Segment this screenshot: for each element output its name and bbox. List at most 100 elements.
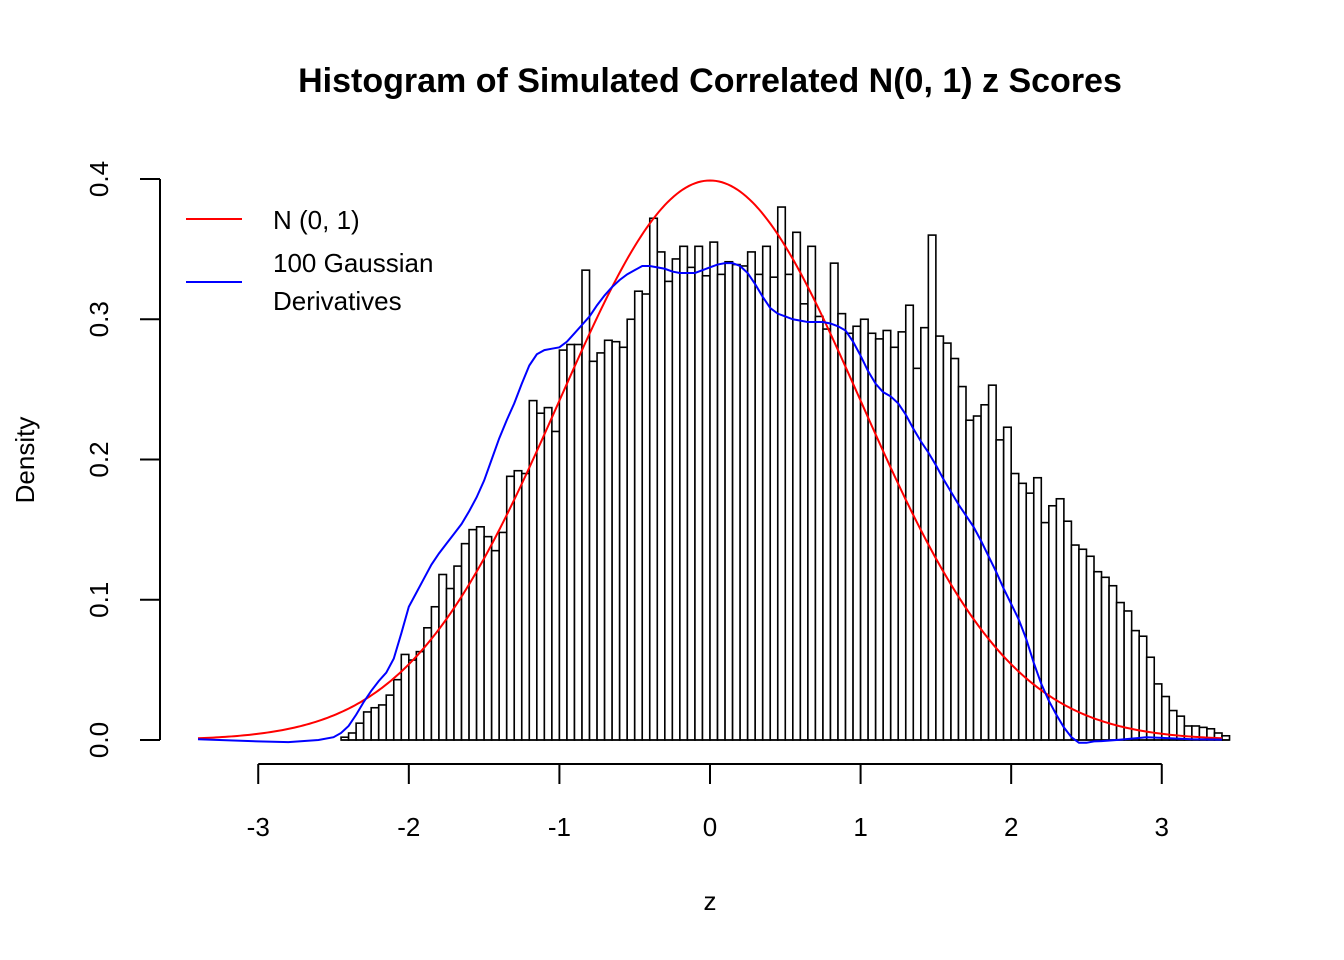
- histogram-bar: [746, 251, 756, 741]
- density-curves: [197, 179, 1223, 744]
- histogram-bar: [558, 349, 568, 741]
- y-tick-label: 0.0: [84, 722, 114, 758]
- histogram-bar: [370, 706, 380, 741]
- histogram-bar: [520, 472, 531, 741]
- histogram-bar: [784, 273, 794, 741]
- x-tick-label: -2: [397, 812, 420, 842]
- histogram-bar: [596, 352, 606, 741]
- legend-label: N (0, 1): [273, 205, 360, 235]
- histogram-bar: [754, 273, 764, 741]
- histogram-bar: [1002, 426, 1012, 741]
- histogram-bar: [950, 357, 960, 741]
- histogram-bar: [656, 251, 666, 741]
- y-tick-label: 0.1: [84, 582, 114, 618]
- histogram-bar: [889, 346, 900, 741]
- histogram-bar: [957, 385, 967, 741]
- histogram-bar: [1183, 725, 1193, 741]
- normal-density-curve: [197, 179, 1223, 740]
- histogram-bar: [874, 338, 884, 741]
- histogram-bar: [671, 258, 681, 741]
- histogram-bar: [633, 290, 644, 741]
- histogram-bar: [995, 439, 1005, 741]
- legend-label: 100 Gaussian: [273, 248, 433, 278]
- y-tick-label: 0.3: [84, 301, 114, 337]
- histogram-bar: [618, 346, 628, 741]
- x-tick-label: -1: [548, 812, 571, 842]
- histogram-bar: [935, 335, 945, 741]
- histogram-bar: [1078, 548, 1088, 741]
- histogram-bar: [927, 234, 937, 741]
- y-tick-label: 0.2: [84, 441, 114, 477]
- legend-label: Derivatives: [273, 286, 402, 316]
- histogram-bar: [664, 280, 674, 741]
- histogram-bar: [792, 231, 802, 741]
- histogram-bar: [377, 704, 388, 741]
- histogram-bar: [347, 732, 357, 741]
- histogram-bar: [490, 549, 500, 741]
- histogram-bar: [912, 367, 922, 741]
- histogram-bar: [551, 430, 561, 741]
- histogram-bar: [1153, 683, 1163, 741]
- histogram-bar: [460, 542, 470, 741]
- histogram-bar: [1025, 492, 1035, 741]
- histogram-bar: [513, 469, 523, 741]
- x-axis: -3 -2 -1 0 1 2 3: [247, 763, 1169, 842]
- histogram-bar: [709, 241, 719, 741]
- histogram-bar: [1115, 601, 1125, 741]
- histogram-bar: [415, 650, 425, 741]
- histogram-bar: [769, 276, 779, 741]
- histogram-bar: [844, 332, 854, 741]
- y-tick-label: 0.4: [84, 161, 114, 197]
- histogram-bar: [686, 266, 696, 741]
- histogram-bar: [1130, 629, 1140, 741]
- histogram-bar: [1040, 521, 1050, 741]
- histogram-bar: [716, 273, 726, 741]
- histogram-bar: [543, 406, 553, 741]
- x-tick-label: 1: [853, 812, 867, 842]
- histogram-bar: [536, 412, 546, 741]
- histogram-bar: [505, 475, 516, 741]
- histogram-bar: [1100, 576, 1110, 741]
- histogram-bar: [355, 722, 365, 741]
- x-tick-label: 3: [1155, 812, 1169, 842]
- histogram-bar: [867, 332, 877, 741]
- histogram-bar: [694, 245, 704, 741]
- histogram-bar: [483, 535, 493, 741]
- histogram-bar: [731, 263, 741, 741]
- legend: N (0, 1) 100 Gaussian Derivatives: [186, 205, 433, 316]
- histogram-bar: [1123, 610, 1133, 741]
- histogram-bar: [942, 342, 952, 741]
- histogram-bar: [430, 605, 440, 741]
- histogram-bar: [1085, 555, 1095, 741]
- histogram-bar: [392, 678, 403, 741]
- gaussian-derivatives-curve: [197, 262, 1223, 744]
- histogram-bar: [739, 265, 749, 741]
- histogram-bar: [1138, 635, 1148, 741]
- histogram-bar: [1108, 584, 1118, 741]
- chart-title: Histogram of Simulated Correlated N(0, 1…: [298, 62, 1122, 100]
- histogram-bar: [566, 343, 576, 741]
- histogram-bar: [641, 293, 651, 741]
- histogram-bar: [799, 303, 809, 741]
- histogram-bar: [648, 217, 659, 741]
- histogram-bar: [408, 659, 418, 741]
- histogram-bar: [776, 206, 787, 741]
- histogram-bar: [603, 339, 613, 741]
- histogram-bar: [897, 331, 907, 741]
- histogram-bar: [1145, 656, 1156, 741]
- y-axis-label: Density: [10, 417, 40, 504]
- histogram-bar: [679, 245, 689, 741]
- histogram-bar: [724, 260, 734, 741]
- histogram-bar: [807, 245, 817, 741]
- histogram-bar: [822, 328, 832, 741]
- histogram-bar: [453, 565, 463, 741]
- histogram-bars: [340, 206, 1231, 741]
- histogram-bar: [1093, 570, 1103, 741]
- histogram-bar: [701, 274, 711, 741]
- histogram-bar: [385, 694, 395, 741]
- histogram-bar: [972, 415, 982, 741]
- histogram-bar: [814, 315, 824, 741]
- histogram-bar: [438, 573, 448, 741]
- x-tick-label: 0: [703, 812, 717, 842]
